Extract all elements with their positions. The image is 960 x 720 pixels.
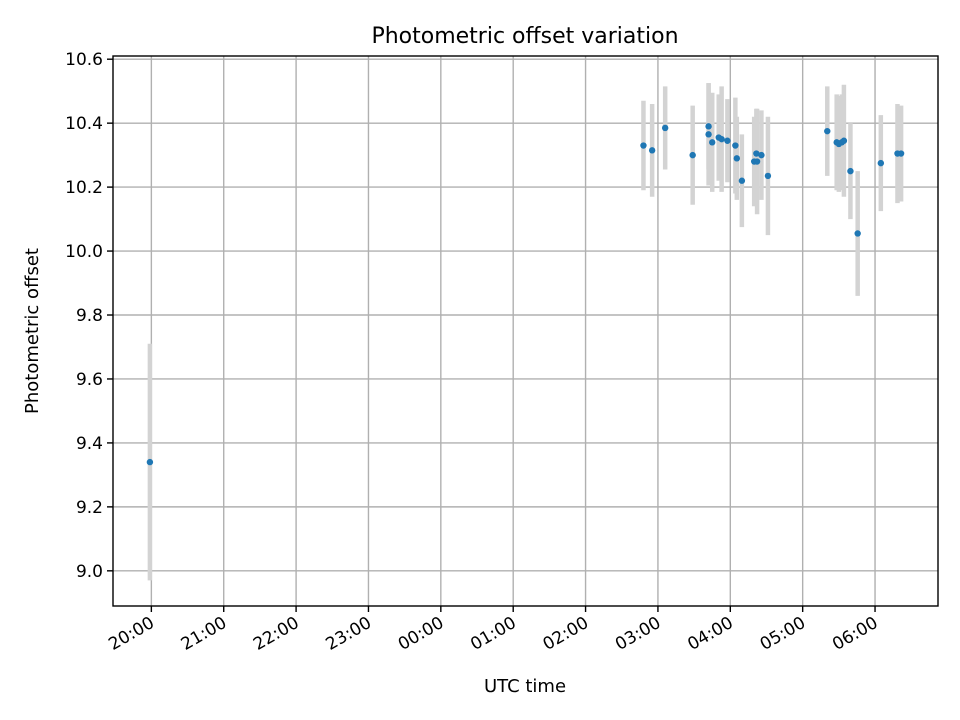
data-point bbox=[897, 150, 905, 157]
y-tick-label: 9.8 bbox=[76, 306, 103, 326]
data-point bbox=[689, 151, 696, 159]
data-point bbox=[709, 139, 716, 146]
grid bbox=[113, 56, 938, 606]
x-tick-label: 01:00 bbox=[467, 613, 519, 655]
y-axis-label: Photometric offset bbox=[22, 248, 43, 414]
data-point bbox=[847, 167, 854, 175]
x-tick-label: 03:00 bbox=[612, 613, 664, 655]
data-point bbox=[732, 142, 739, 149]
x-axis-label: UTC time bbox=[484, 676, 566, 697]
y-tick-label: 10.2 bbox=[65, 178, 103, 198]
y-tick-label: 10.4 bbox=[65, 114, 103, 134]
data-point bbox=[640, 142, 647, 149]
data-point bbox=[824, 127, 831, 135]
y-tick-label: 9.6 bbox=[76, 370, 103, 390]
x-tick-label: 22:00 bbox=[250, 613, 302, 655]
x-axis-ticks: 20:00 21:00 22:00 23:00 00:00 01:00 02:00 03:00… bbox=[105, 606, 882, 655]
data-point bbox=[146, 458, 154, 466]
y-tick-label: 10.6 bbox=[65, 50, 103, 70]
x-tick-label: 21:00 bbox=[178, 613, 230, 655]
x-tick-label: 20:00 bbox=[105, 613, 157, 655]
chart-title: Photometric offset variation bbox=[371, 24, 678, 49]
data-point bbox=[758, 151, 765, 159]
data-point bbox=[648, 147, 656, 154]
data-points bbox=[146, 123, 905, 466]
y-tick-label: 9.2 bbox=[76, 498, 103, 518]
data-point bbox=[877, 159, 885, 167]
data-point bbox=[705, 131, 712, 138]
y-tick-label: 10.0 bbox=[65, 242, 103, 262]
x-tick-label: 00:00 bbox=[395, 613, 447, 655]
y-tick-label: 9.0 bbox=[76, 562, 103, 582]
x-tick-label: 05:00 bbox=[757, 613, 809, 655]
data-point bbox=[753, 150, 760, 157]
x-tick-label: 23:00 bbox=[323, 613, 375, 655]
data-point bbox=[854, 230, 861, 237]
y-tick-label: 9.4 bbox=[76, 434, 103, 454]
x-tick-label: 04:00 bbox=[684, 613, 736, 655]
data-point bbox=[718, 135, 725, 143]
x-tick-label: 02:00 bbox=[540, 613, 592, 655]
data-point bbox=[764, 172, 772, 180]
data-point bbox=[738, 177, 746, 184]
x-tick-label: 06:00 bbox=[829, 613, 881, 655]
data-point bbox=[724, 137, 731, 144]
data-point bbox=[661, 124, 669, 132]
data-point bbox=[705, 123, 712, 130]
error-bars bbox=[147, 83, 904, 581]
data-point bbox=[733, 155, 741, 162]
y-axis-ticks: 9.0 9.2 9.4 9.6 9.8 10.0 10.2 10.4 10.6 bbox=[65, 50, 113, 582]
plot-frame bbox=[112, 55, 939, 607]
data-point bbox=[753, 158, 761, 165]
data-point bbox=[840, 137, 848, 144]
